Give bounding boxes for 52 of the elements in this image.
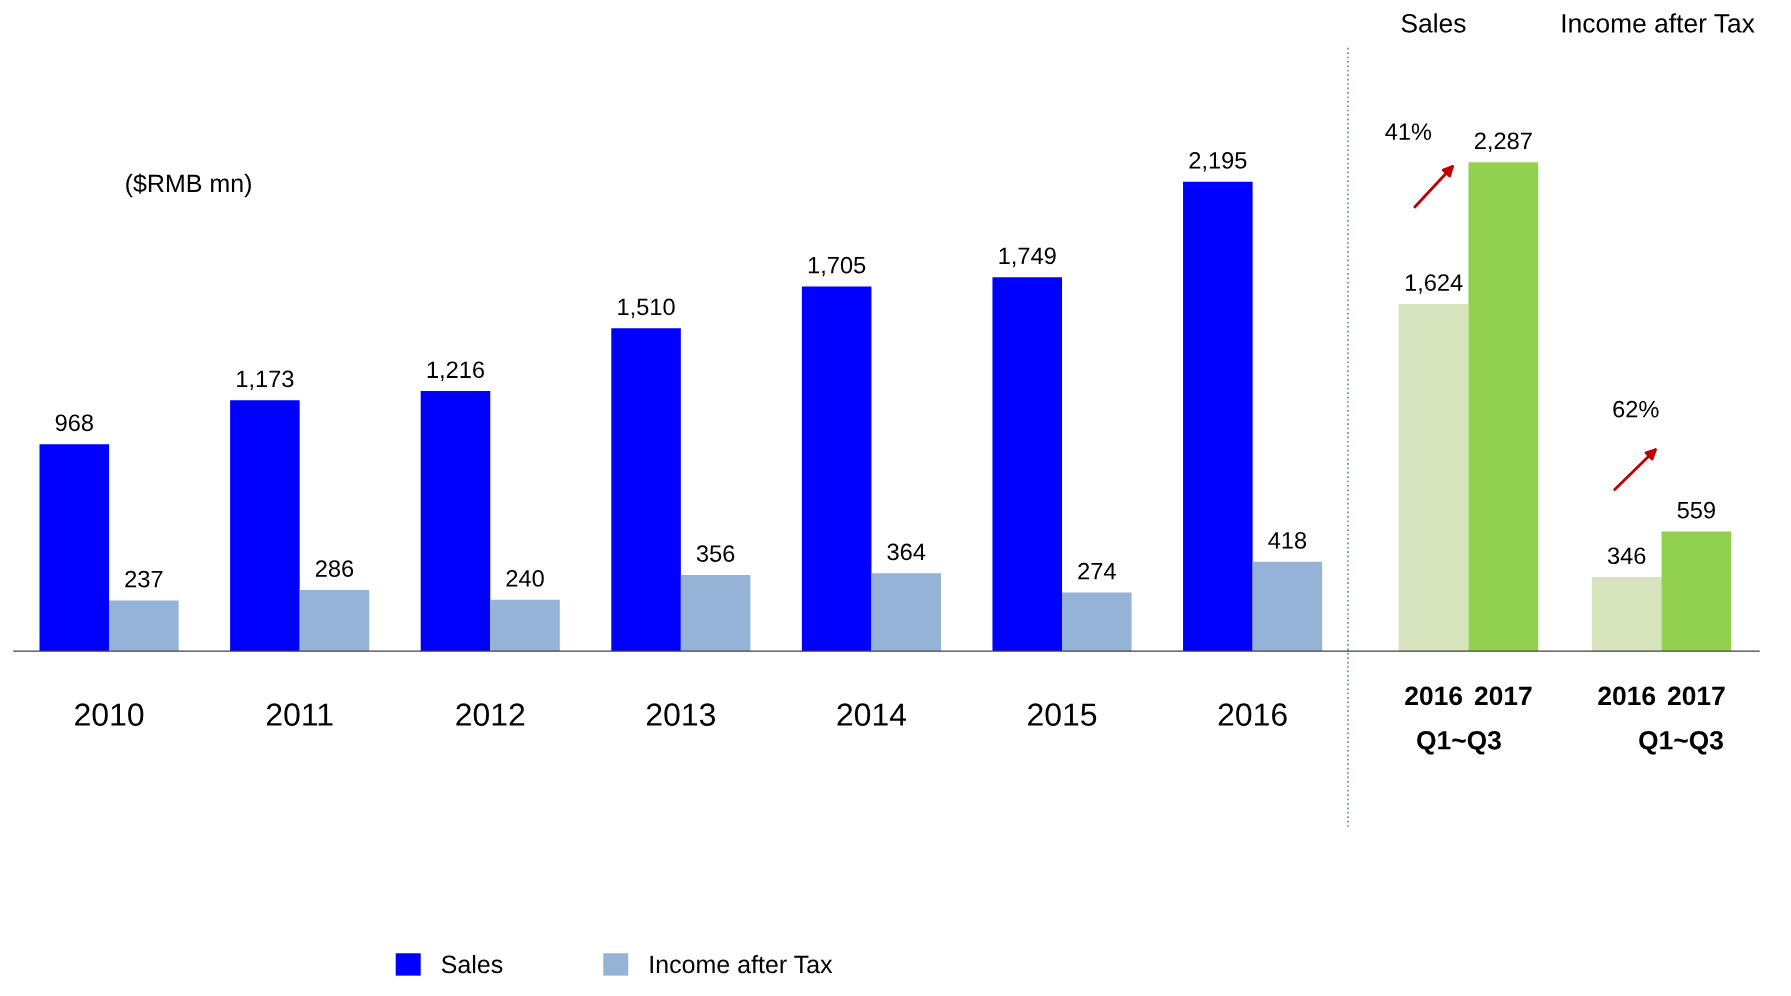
bar [1062, 592, 1132, 652]
bar [801, 286, 872, 652]
text: Income after Tax [1562, 13, 1755, 33]
text: Sales [1401, 13, 1466, 33]
data-label: 418 [1268, 532, 1307, 549]
data-label: 1,173 [237, 370, 294, 391]
bar [611, 328, 681, 652]
x-tick-label: 2017 [1667, 686, 1725, 706]
data-label: 237 [125, 570, 163, 588]
text: Q1~Q3 [1417, 730, 1501, 755]
data-label: 240 [506, 570, 544, 587]
x-tick-label: 2013 [646, 703, 715, 726]
data-label: 356 [696, 545, 735, 562]
x-tick-label: 2016 [1598, 686, 1656, 706]
data-label: 1,624 [1405, 274, 1463, 294]
bar [109, 600, 179, 652]
data-label: 274 [1078, 562, 1116, 580]
bar [230, 400, 300, 652]
data-label: 1,749 [999, 247, 1056, 267]
data-label: 1,510 [618, 298, 675, 319]
data-label: 559 [1677, 501, 1715, 519]
bar [420, 391, 491, 652]
data-label: 968 [55, 414, 93, 432]
x-tick-label: 2015 [1028, 703, 1097, 726]
x-tick-label: 2012 [456, 703, 525, 726]
data-label: 2,195 [1189, 152, 1247, 172]
bar [1183, 181, 1253, 652]
data-label: 1,705 [808, 256, 866, 277]
x-tick-label: 2010 [75, 703, 144, 726]
bar [490, 599, 560, 652]
data-label: 1,216 [427, 361, 484, 381]
x-tick-label: 2017 [1474, 686, 1532, 706]
bar [680, 574, 751, 652]
data-label: 346 [1607, 547, 1646, 565]
x-tick-label: 2014 [837, 703, 907, 726]
annotation: ($RMB mn) [126, 173, 251, 198]
text: 41% [1385, 123, 1432, 140]
annotation: 62% [1613, 400, 1659, 418]
bar [871, 573, 941, 652]
x-tick-label: 2011 [266, 703, 333, 726]
x-tick-label: 2016 [1218, 703, 1287, 726]
bar [1252, 561, 1323, 652]
text: Q1~Q3 [1639, 730, 1723, 755]
bar [992, 277, 1063, 652]
bar [299, 589, 370, 652]
data-label: 364 [887, 543, 926, 561]
data-label: 286 [315, 560, 354, 577]
bar [39, 444, 110, 652]
x-tick-label: 2016 [1405, 686, 1463, 706]
data-label: 2,287 [1474, 132, 1532, 152]
legend-label: Income after Tax [650, 954, 833, 974]
legend-label: Sales [441, 954, 503, 974]
